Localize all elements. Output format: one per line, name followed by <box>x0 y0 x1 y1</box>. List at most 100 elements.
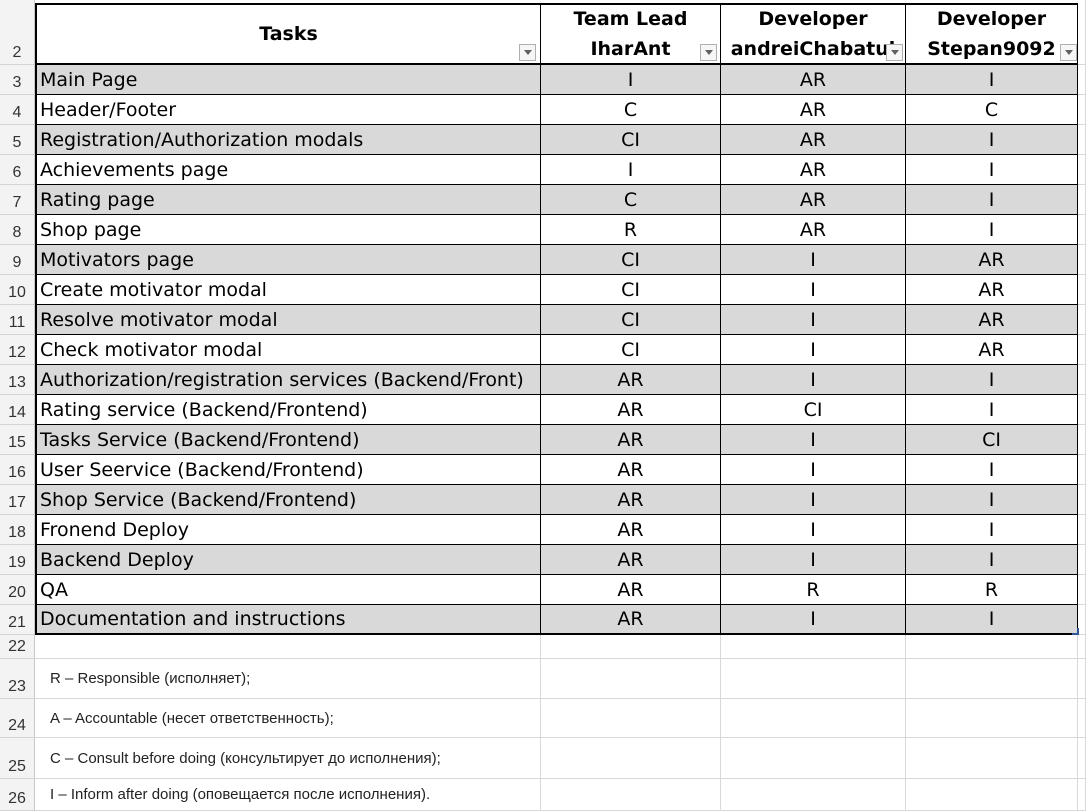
row-header-15[interactable]: 15 <box>0 425 35 455</box>
raci-cell[interactable]: I <box>906 455 1078 485</box>
empty-cell[interactable] <box>721 738 906 779</box>
column-header-tasks[interactable]: Tasks <box>35 3 541 65</box>
raci-cell[interactable]: AR <box>541 395 721 425</box>
filter-dropdown-team-lead[interactable] <box>700 44 717 61</box>
empty-cell[interactable] <box>35 635 541 659</box>
row-header-9[interactable]: 9 <box>0 245 35 275</box>
row-header-18[interactable]: 18 <box>0 515 35 545</box>
empty-cell[interactable] <box>721 659 906 699</box>
empty-cell[interactable] <box>721 699 906 738</box>
row-header-11[interactable]: 11 <box>0 305 35 335</box>
raci-cell[interactable]: AR <box>906 305 1078 335</box>
raci-cell[interactable]: AR <box>541 545 721 575</box>
raci-cell[interactable]: I <box>906 155 1078 185</box>
raci-cell[interactable]: I <box>541 155 721 185</box>
raci-cell[interactable]: CI <box>541 275 721 305</box>
raci-cell[interactable]: C <box>541 95 721 125</box>
row-header-10[interactable]: 10 <box>0 275 35 305</box>
filter-dropdown-developer-1[interactable] <box>886 44 903 61</box>
empty-cell[interactable] <box>1078 0 1086 65</box>
task-cell[interactable]: Motivators page <box>35 245 541 275</box>
task-cell[interactable]: Shop Service (Backend/Frontend) <box>35 485 541 515</box>
empty-cell[interactable] <box>541 779 721 811</box>
row-header-5[interactable]: 5 <box>0 125 35 155</box>
raci-cell[interactable]: AR <box>541 485 721 515</box>
empty-cell[interactable] <box>1078 245 1086 275</box>
empty-cell[interactable] <box>721 779 906 811</box>
empty-cell[interactable] <box>1078 575 1086 605</box>
task-cell[interactable]: Header/Footer <box>35 95 541 125</box>
task-cell[interactable]: Resolve motivator modal <box>35 305 541 335</box>
empty-cell[interactable] <box>1078 699 1086 738</box>
empty-cell[interactable] <box>1078 635 1086 659</box>
raci-cell[interactable]: AR <box>541 575 721 605</box>
task-cell[interactable]: Authorization/registration services (Bac… <box>35 365 541 395</box>
task-cell[interactable]: Fronend Deploy <box>35 515 541 545</box>
empty-cell[interactable] <box>1078 659 1086 699</box>
row-header-2[interactable]: 2 <box>0 0 35 65</box>
raci-cell[interactable]: R <box>541 215 721 245</box>
raci-cell[interactable]: AR <box>541 365 721 395</box>
empty-cell[interactable] <box>906 659 1078 699</box>
task-cell[interactable]: Check motivator modal <box>35 335 541 365</box>
raci-cell[interactable]: CI <box>541 125 721 155</box>
empty-cell[interactable] <box>906 635 1078 659</box>
raci-cell[interactable]: I <box>906 215 1078 245</box>
raci-cell[interactable]: I <box>721 515 906 545</box>
task-cell[interactable]: Tasks Service (Backend/Frontend) <box>35 425 541 455</box>
empty-cell[interactable] <box>1078 515 1086 545</box>
row-header-13[interactable]: 13 <box>0 365 35 395</box>
raci-cell[interactable]: I <box>906 515 1078 545</box>
raci-cell[interactable]: AR <box>906 335 1078 365</box>
raci-cell[interactable]: I <box>906 545 1078 575</box>
row-header-4[interactable]: 4 <box>0 95 35 125</box>
raci-cell[interactable]: AR <box>906 245 1078 275</box>
task-cell[interactable]: Rating page <box>35 185 541 215</box>
empty-cell[interactable] <box>1078 275 1086 305</box>
column-header-developer-1[interactable]: Developer andreiChabatul <box>721 3 906 65</box>
empty-cell[interactable] <box>541 635 721 659</box>
row-header-22[interactable]: 22 <box>0 635 35 659</box>
raci-cell[interactable]: I <box>906 125 1078 155</box>
empty-cell[interactable] <box>1078 425 1086 455</box>
raci-cell[interactable]: AR <box>721 95 906 125</box>
raci-cell[interactable]: I <box>721 485 906 515</box>
raci-cell[interactable]: I <box>721 545 906 575</box>
row-header-25[interactable]: 25 <box>0 738 35 779</box>
raci-cell[interactable]: AR <box>541 605 721 635</box>
empty-cell[interactable] <box>906 738 1078 779</box>
raci-cell[interactable]: I <box>906 395 1078 425</box>
row-header-20[interactable]: 20 <box>0 575 35 605</box>
raci-cell[interactable]: AR <box>541 515 721 545</box>
empty-cell[interactable] <box>1078 95 1086 125</box>
row-header-16[interactable]: 16 <box>0 455 35 485</box>
empty-cell[interactable] <box>1078 738 1086 779</box>
empty-cell[interactable] <box>541 738 721 779</box>
raci-cell[interactable]: I <box>721 335 906 365</box>
empty-cell[interactable] <box>1078 125 1086 155</box>
empty-cell[interactable] <box>1078 215 1086 245</box>
row-header-17[interactable]: 17 <box>0 485 35 515</box>
legend-text[interactable]: C – Consult before doing (консультирует … <box>35 738 541 779</box>
row-header-14[interactable]: 14 <box>0 395 35 425</box>
empty-cell[interactable] <box>1078 545 1086 575</box>
column-header-developer-2[interactable]: Developer Stepan9092 <box>906 3 1078 65</box>
empty-cell[interactable] <box>1078 335 1086 365</box>
filter-dropdown-developer-2[interactable] <box>1060 44 1077 61</box>
row-header-3[interactable]: 3 <box>0 65 35 95</box>
empty-cell[interactable] <box>1078 395 1086 425</box>
raci-cell[interactable]: AR <box>721 125 906 155</box>
row-header-26[interactable]: 26 <box>0 779 35 811</box>
row-header-6[interactable]: 6 <box>0 155 35 185</box>
task-cell[interactable]: Documentation and instructions <box>35 605 541 635</box>
raci-cell[interactable]: AR <box>541 455 721 485</box>
table-resize-handle[interactable] <box>1072 628 1079 635</box>
empty-cell[interactable] <box>1078 305 1086 335</box>
raci-cell[interactable]: I <box>721 305 906 335</box>
raci-cell[interactable]: CI <box>906 425 1078 455</box>
legend-text[interactable]: I – Inform after doing (оповещается посл… <box>35 779 541 811</box>
empty-cell[interactable] <box>1078 65 1086 95</box>
raci-cell[interactable]: I <box>721 455 906 485</box>
raci-cell[interactable]: I <box>906 605 1078 635</box>
task-cell[interactable]: Backend Deploy <box>35 545 541 575</box>
